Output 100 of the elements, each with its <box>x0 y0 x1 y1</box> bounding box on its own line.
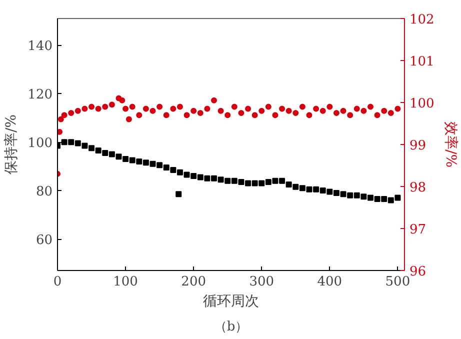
point <box>258 180 265 186</box>
y-tick-label: 120 <box>28 88 53 103</box>
point <box>136 112 142 118</box>
point <box>306 186 312 192</box>
point <box>388 197 394 204</box>
point <box>126 116 132 122</box>
point <box>367 104 374 110</box>
y-tick-label: 100 <box>28 136 53 152</box>
point <box>197 110 204 116</box>
point <box>333 190 340 196</box>
point <box>176 104 183 110</box>
x-tick-label: 300 <box>249 274 274 290</box>
y2-tick-label: 101 <box>410 54 434 70</box>
y2-tick-label: 99 <box>410 138 426 154</box>
point <box>176 169 183 176</box>
point <box>374 196 380 202</box>
text: （b） <box>214 320 248 334</box>
point <box>320 188 326 194</box>
point <box>108 151 115 158</box>
point <box>394 194 401 201</box>
point <box>238 110 244 116</box>
point <box>272 112 278 118</box>
point <box>252 180 258 186</box>
point <box>156 104 163 110</box>
point <box>190 108 197 114</box>
point <box>218 176 224 183</box>
point <box>136 158 142 164</box>
point <box>74 108 81 114</box>
point <box>306 112 312 118</box>
point <box>360 194 367 200</box>
point <box>204 175 210 182</box>
y2-tick-label: 100 <box>410 96 434 112</box>
y2-axis-title: 效率/% <box>442 121 458 168</box>
point <box>61 112 68 118</box>
point <box>299 185 306 192</box>
y-axis-title: 保持率/% <box>4 114 20 175</box>
point <box>224 112 231 118</box>
point <box>184 112 190 118</box>
point <box>190 173 197 179</box>
point <box>150 160 156 167</box>
x-tick-label: 500 <box>385 274 410 290</box>
x-tick-label: 100 <box>113 274 138 290</box>
x-axis-title: 循环周次 <box>203 294 259 310</box>
y2-tick-label: 98 <box>410 180 426 196</box>
point <box>102 104 108 110</box>
point <box>340 191 346 198</box>
point <box>119 97 126 104</box>
point <box>313 106 320 112</box>
point <box>347 112 354 118</box>
point <box>292 184 299 190</box>
point <box>88 104 95 110</box>
point <box>163 112 170 118</box>
point <box>150 108 156 114</box>
point <box>184 172 190 178</box>
point <box>231 104 238 110</box>
point <box>388 110 394 116</box>
x-tick-label: 400 <box>317 274 342 290</box>
point <box>360 108 367 114</box>
point <box>170 106 176 112</box>
point <box>374 112 380 118</box>
point <box>122 106 129 112</box>
point <box>108 102 115 108</box>
point <box>299 104 306 110</box>
point <box>129 104 136 110</box>
y2-tick-label: 96 <box>410 264 426 280</box>
point <box>82 142 88 149</box>
point <box>381 196 388 202</box>
x-tick-label: 0 <box>53 274 62 290</box>
point <box>279 106 286 112</box>
point <box>313 186 320 192</box>
point <box>326 188 333 195</box>
point <box>265 179 272 186</box>
y-tick-label: 60 <box>36 233 53 248</box>
point <box>204 106 210 112</box>
point <box>210 175 217 182</box>
point <box>231 178 238 184</box>
point <box>252 112 258 118</box>
point <box>156 162 163 168</box>
point <box>354 192 360 198</box>
point <box>95 106 102 112</box>
point <box>292 110 299 116</box>
y2-tick-label: 102 <box>410 12 434 28</box>
point <box>102 150 108 156</box>
point <box>176 191 182 198</box>
point <box>367 194 374 201</box>
point <box>381 108 388 114</box>
y2-tick-label: 97 <box>410 222 426 238</box>
point <box>68 110 74 116</box>
x-tick-label: 200 <box>181 274 206 290</box>
point <box>122 156 129 162</box>
point <box>354 106 360 112</box>
point <box>210 97 217 104</box>
point <box>116 154 122 160</box>
point <box>347 192 354 198</box>
point <box>82 106 88 112</box>
point <box>68 139 74 146</box>
point <box>258 108 265 114</box>
point <box>272 178 278 184</box>
point <box>88 145 95 152</box>
point <box>58 116 64 122</box>
